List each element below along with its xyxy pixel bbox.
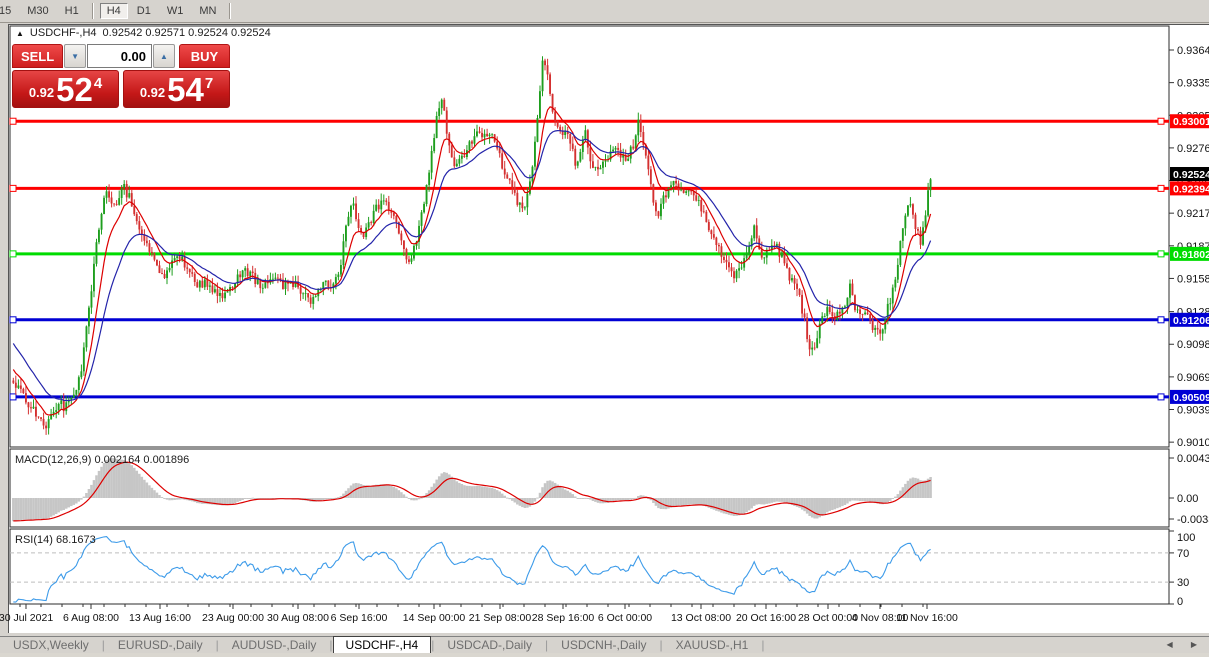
sell-price-pip: 4 bbox=[93, 75, 103, 92]
tab-scroll-arrows[interactable]: ◀ ▶ bbox=[1166, 640, 1205, 649]
svg-text:0.93645: 0.93645 bbox=[1177, 45, 1209, 57]
svg-text:23 Aug 00:00: 23 Aug 00:00 bbox=[202, 612, 264, 624]
tab-separator: | bbox=[761, 638, 765, 652]
buy-price-pip: 7 bbox=[204, 75, 214, 92]
tab-audusd-daily[interactable]: AUDUSD-,Daily bbox=[231, 638, 317, 652]
toolbar-separator bbox=[229, 3, 232, 19]
svg-text:0.91206: 0.91206 bbox=[1173, 315, 1209, 327]
svg-text:0.90509: 0.90509 bbox=[1173, 392, 1209, 404]
tab-separator: | bbox=[431, 638, 435, 652]
svg-text:30 Aug 08:00: 30 Aug 08:00 bbox=[267, 612, 329, 624]
timeframe-button-h4[interactable]: H4 bbox=[99, 3, 128, 19]
tab-usdx-weekly[interactable]: USDX,Weekly bbox=[13, 638, 89, 652]
timeframe-button-15[interactable]: 15 bbox=[0, 5, 12, 17]
tab-separator: | bbox=[545, 638, 549, 652]
tab-separator: | bbox=[215, 638, 219, 652]
tab-usdcnh-daily[interactable]: USDCNH-,Daily bbox=[561, 638, 647, 652]
svg-text:4 Nov 08:00: 4 Nov 08:00 bbox=[852, 612, 909, 624]
svg-text:13 Aug 16:00: 13 Aug 16:00 bbox=[129, 612, 191, 624]
svg-text:11 Nov 16:00: 11 Nov 16:00 bbox=[896, 612, 958, 624]
timeframe-button-mn[interactable]: MN bbox=[199, 5, 217, 17]
macd-signal-line bbox=[13, 461, 931, 522]
macd-label: MACD(12,26,9) 0.002164 0.001896 bbox=[15, 454, 189, 466]
hline-price-tags: 0.93001 0.92394 0.91802 0.91206 0.90509 bbox=[1170, 114, 1209, 404]
ma-fast-line bbox=[12, 106, 932, 416]
svg-text:30: 30 bbox=[1177, 577, 1189, 589]
svg-text:20 Oct 16:00: 20 Oct 16:00 bbox=[736, 612, 796, 624]
lot-increase-button[interactable]: ▲ bbox=[153, 44, 175, 68]
sell-price-display[interactable]: 0.92 52 4 bbox=[12, 70, 119, 108]
tab-separator: | bbox=[329, 638, 333, 652]
timeframe-button-d1[interactable]: D1 bbox=[136, 5, 151, 17]
toolbar-separator bbox=[91, 3, 94, 19]
chevron-down-icon: ▼ bbox=[71, 51, 80, 61]
sell-price-big: 52 bbox=[56, 71, 93, 108]
svg-text:0.90395: 0.90395 bbox=[1177, 405, 1209, 417]
svg-text:6 Aug 08:00: 6 Aug 08:00 bbox=[63, 612, 119, 624]
rsi-line bbox=[13, 536, 931, 603]
one-click-trading-panel: SELL ▼ ▲ BUY 0.92 52 4 0.92 54 7 bbox=[12, 44, 230, 108]
timeframe-toolbar: 15 M30 H1 H4 D1 W1 MN bbox=[0, 0, 1209, 23]
svg-text:28 Sep 16:00: 28 Sep 16:00 bbox=[532, 612, 595, 624]
svg-text:70: 70 bbox=[1177, 548, 1189, 560]
status-strip bbox=[0, 653, 1209, 657]
tab-xauusd-h1[interactable]: XAUUSD-,H1 bbox=[675, 638, 749, 652]
svg-text:0.00: 0.00 bbox=[1177, 493, 1198, 505]
lot-size-input[interactable] bbox=[87, 44, 152, 68]
tab-eurusd-daily[interactable]: EURUSD-,Daily bbox=[117, 638, 203, 652]
svg-text:6 Oct 00:00: 6 Oct 00:00 bbox=[598, 612, 652, 624]
svg-text:-0.00336: -0.00336 bbox=[1177, 514, 1209, 526]
time-axis[interactable]: 30 Jul 2021 6 Aug 08:00 13 Aug 16:00 23 Aug… bbox=[0, 604, 958, 624]
svg-text:30 Jul 2021: 30 Jul 2021 bbox=[0, 612, 53, 624]
buy-price-prefix: 0.92 bbox=[139, 85, 166, 100]
svg-text:6 Sep 16:00: 6 Sep 16:00 bbox=[331, 612, 388, 624]
chart-title-bar: ▲ USDCHF-,H4 0.92542 0.92571 0.92524 0.9… bbox=[16, 27, 271, 39]
svg-text:0.93001: 0.93001 bbox=[1173, 116, 1209, 128]
macd-histogram bbox=[12, 458, 932, 522]
timeframe-button-m30[interactable]: M30 bbox=[27, 5, 49, 17]
lot-decrease-button[interactable]: ▼ bbox=[64, 44, 86, 68]
collapse-panel-icon[interactable]: ▲ bbox=[16, 28, 24, 38]
svg-text:28 Oct 00:00: 28 Oct 00:00 bbox=[798, 612, 858, 624]
panel-borders bbox=[9, 25, 1170, 605]
horizontal-lines[interactable] bbox=[9, 117, 1169, 401]
chart-ohlc-values: 0.92542 0.92571 0.92524 0.92524 bbox=[102, 27, 271, 39]
chevron-up-icon: ▲ bbox=[159, 51, 168, 61]
svg-text:13 Oct 08:00: 13 Oct 08:00 bbox=[671, 612, 731, 624]
svg-text:0.92524: 0.92524 bbox=[1173, 169, 1209, 181]
buy-button[interactable]: BUY bbox=[178, 44, 230, 68]
buy-price-big: 54 bbox=[167, 71, 204, 108]
svg-text:0: 0 bbox=[1177, 596, 1183, 608]
buy-price-display[interactable]: 0.92 54 7 bbox=[123, 70, 230, 108]
ma-slow-line bbox=[12, 129, 932, 402]
tab-separator: | bbox=[101, 638, 105, 652]
svg-text:0.90985: 0.90985 bbox=[1177, 339, 1209, 351]
tab-usdchf-h4[interactable]: USDCHF-,H4 bbox=[332, 636, 432, 655]
svg-text:14 Sep 00:00: 14 Sep 00:00 bbox=[403, 612, 466, 624]
timeframe-button-h1[interactable]: H1 bbox=[64, 5, 79, 17]
svg-text:21 Sep 08:00: 21 Sep 08:00 bbox=[469, 612, 532, 624]
sell-price-prefix: 0.92 bbox=[28, 85, 55, 100]
timeframe-button-w1[interactable]: W1 bbox=[166, 5, 184, 17]
rsi-label: RSI(14) 68.1673 bbox=[15, 534, 96, 546]
chart-title: USDCHF-,H4 bbox=[29, 27, 97, 39]
tab-usdcad-daily[interactable]: USDCAD-,Daily bbox=[447, 638, 533, 652]
current-price-tag: 0.92524 bbox=[1170, 167, 1209, 182]
svg-text:0.91802: 0.91802 bbox=[1173, 249, 1209, 261]
svg-text:0.004366: 0.004366 bbox=[1177, 453, 1209, 465]
chart-background bbox=[9, 25, 1209, 632]
svg-text:100: 100 bbox=[1177, 532, 1195, 544]
symbol-tab-bar: USDX,Weekly | EURUSD-,Daily | AUDUSD-,Daily |… bbox=[0, 636, 1209, 655]
sell-button[interactable]: SELL bbox=[12, 44, 64, 68]
tab-separator: | bbox=[659, 638, 663, 652]
price-axis[interactable]: 0.936450.933500.930550.927600.924650.921… bbox=[1169, 45, 1209, 608]
svg-text:0.92394: 0.92394 bbox=[1173, 183, 1209, 195]
